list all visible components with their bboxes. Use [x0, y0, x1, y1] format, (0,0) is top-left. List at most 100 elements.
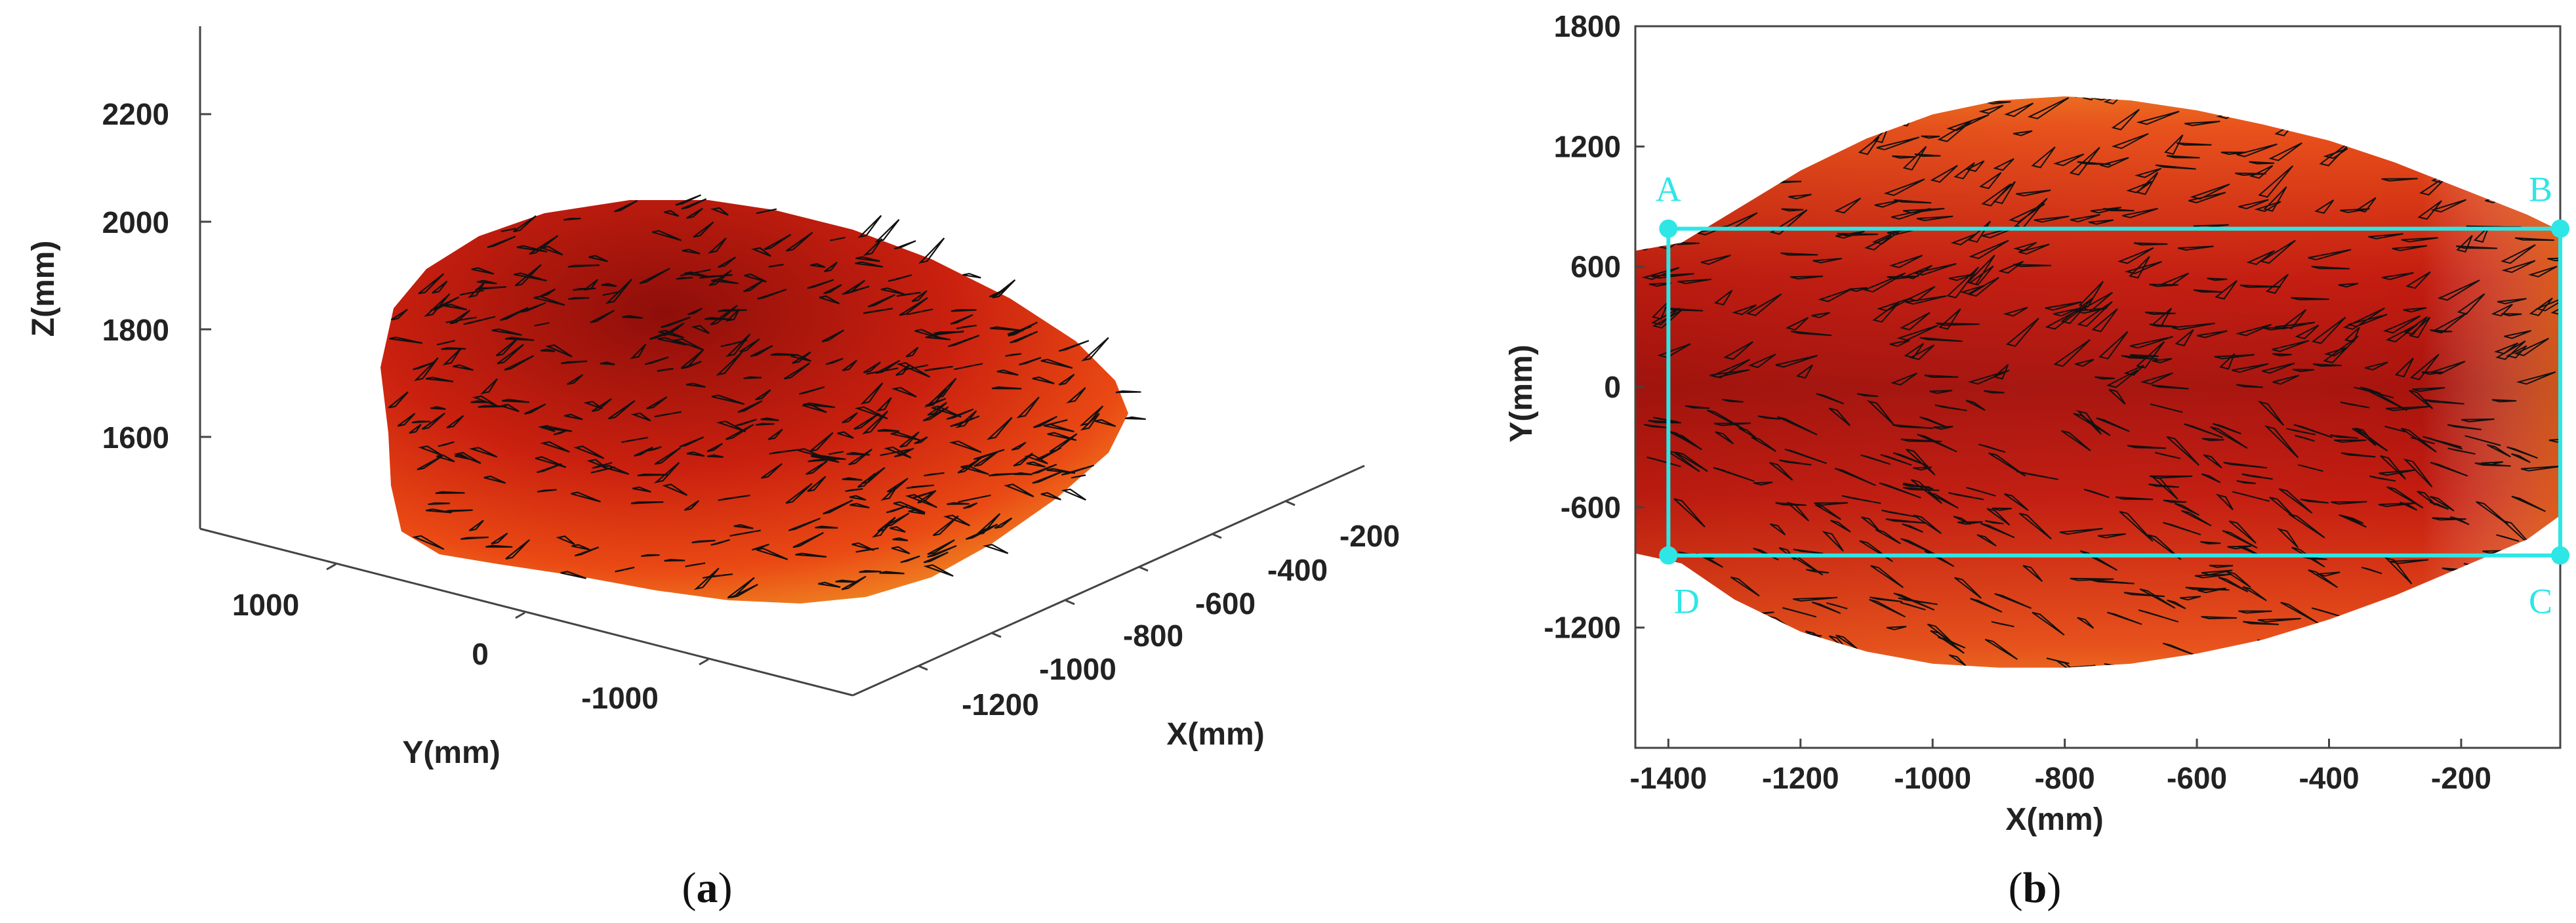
vector-arrow — [630, 412, 651, 422]
corner-marker — [2551, 219, 2569, 238]
vector-arrow — [918, 237, 945, 264]
vector-arrow — [1978, 104, 2004, 114]
vector-arrow — [574, 546, 600, 557]
panel-a-caption-open: ( — [682, 864, 697, 912]
vector-arrow — [1753, 482, 1773, 486]
vector-arrow — [2392, 245, 2428, 251]
vector-arrow — [2292, 369, 2314, 373]
vector-arrow — [1812, 258, 1842, 264]
vector-arrow — [651, 230, 682, 241]
vector-arrow — [1080, 337, 1109, 361]
vector-arrow — [2401, 237, 2438, 243]
vector-arrow — [2356, 197, 2377, 213]
vector-arrow — [2400, 501, 2418, 511]
vector-arrow — [1883, 178, 1925, 196]
vector-arrow — [1657, 343, 1691, 358]
vector-arrow — [1927, 491, 1959, 509]
vector-arrow — [2197, 330, 2228, 338]
vector-arrow — [1648, 569, 1674, 573]
vector-arrow — [2501, 260, 2536, 274]
vector-arrow — [842, 477, 863, 481]
vector-arrow — [2487, 444, 2511, 458]
vector-arrow — [2385, 405, 2430, 411]
vector-arrow — [411, 420, 431, 424]
vector-arrow — [2053, 308, 2078, 317]
vector-arrow — [2167, 599, 2186, 609]
vector-arrow — [1834, 468, 1876, 486]
vector-arrow — [1862, 272, 1906, 293]
b-x-tick-label: -200 — [2431, 761, 2491, 795]
vector-arrow — [1992, 507, 2012, 511]
vector-arrow — [1730, 576, 1760, 597]
vector-arrow — [2302, 556, 2327, 560]
vector-arrow — [1814, 504, 1841, 520]
vector-arrow — [1830, 520, 1851, 533]
vector-arrow — [586, 459, 605, 468]
vector-arrow — [1648, 282, 1671, 287]
vector-arrow — [2236, 143, 2278, 157]
vector-arrow — [884, 446, 912, 459]
x-tick-mark — [1285, 500, 1296, 506]
vector-arrow — [516, 245, 548, 253]
vector-arrow — [438, 441, 455, 447]
x-tick-mark — [1212, 533, 1222, 539]
vector-arrow — [2430, 462, 2468, 477]
vector-arrow — [924, 472, 945, 477]
vector-arrow — [743, 376, 762, 379]
vector-arrow — [560, 571, 587, 579]
vector-arrow — [590, 466, 615, 474]
vector-arrow — [2491, 399, 2517, 403]
vector-arrow — [2272, 353, 2292, 357]
vector-arrow — [2458, 597, 2487, 619]
vector-arrow — [1784, 448, 1827, 464]
vector-arrow — [752, 543, 769, 551]
vector-arrow — [553, 429, 568, 436]
vector-arrow — [2390, 559, 2429, 564]
vector-arrow — [686, 451, 705, 457]
vector-arrow — [863, 238, 883, 256]
vector-arrow — [2485, 193, 2514, 203]
vector-arrow — [756, 547, 788, 560]
vector-arrow — [1936, 322, 1980, 326]
vector-arrow — [815, 525, 838, 529]
vector-arrow — [2311, 316, 2346, 344]
vector-arrow — [1785, 317, 1809, 331]
vector-arrow — [2478, 75, 2501, 79]
vector-arrow — [750, 344, 773, 358]
vector-arrow — [1898, 597, 1938, 605]
vector-arrow — [1957, 521, 1983, 525]
vector-arrow — [1891, 208, 1931, 220]
vector-arrow — [2413, 695, 2437, 697]
vector-arrow — [2246, 250, 2275, 265]
vector-field-shade — [1635, 96, 2560, 668]
vector-arrow — [1677, 278, 1711, 285]
vector-arrow — [2241, 473, 2273, 480]
vector-arrow — [446, 415, 464, 429]
vector-arrow — [1948, 273, 1975, 281]
vector-arrow — [443, 303, 468, 311]
vector-arrow — [2096, 417, 2130, 432]
y-tick-mark — [326, 563, 337, 571]
vector-arrow — [924, 365, 953, 372]
vector-arrow — [2329, 434, 2358, 439]
vector-arrow — [1930, 165, 1958, 183]
vector-arrow — [1655, 96, 1682, 102]
vector-arrow — [2265, 274, 2289, 295]
vector-arrow — [469, 447, 498, 458]
vector-arrow — [2518, 650, 2541, 656]
b-x-tick-label: -800 — [2035, 761, 2095, 795]
vector-arrow — [2482, 677, 2523, 693]
vector-arrow — [2550, 300, 2560, 316]
vector-arrow — [711, 394, 745, 405]
vector-arrow — [754, 389, 771, 401]
vector-arrow — [2174, 503, 2199, 516]
vector-arrow — [1827, 104, 1859, 117]
vector-arrow — [1736, 615, 1757, 619]
z-tick-label: 1800 — [102, 313, 169, 347]
vector-arrow — [1998, 260, 2024, 274]
vector-arrow — [564, 413, 583, 420]
vector-arrow — [2529, 297, 2553, 317]
vector-arrow — [2181, 510, 2212, 527]
vector-arrow — [2527, 266, 2558, 277]
vector-arrow — [1032, 470, 1064, 484]
